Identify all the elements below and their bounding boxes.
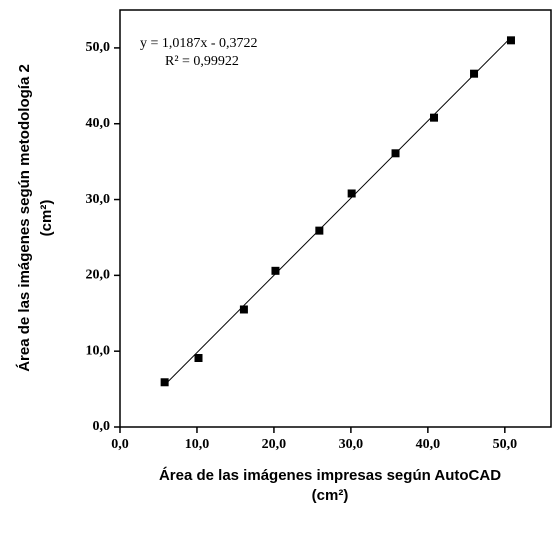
plot-frame	[119, 9, 552, 428]
y-tick-label: 10,0	[86, 343, 111, 358]
x-axis-title: Área de las imágenes impresas según Auto…	[159, 467, 501, 484]
x-tick-label: 50,0	[493, 437, 518, 452]
data-point	[391, 149, 400, 158]
y-tick-label: 20,0	[86, 268, 111, 283]
x-tick-label: 30,0	[339, 437, 364, 452]
data-point	[430, 113, 439, 122]
y-tick-label: 30,0	[86, 192, 111, 207]
data-point	[160, 378, 169, 387]
trend-r2: R² = 0,99922	[165, 54, 239, 69]
data-point	[271, 266, 280, 275]
y-axis-title: (cm²)	[38, 200, 55, 237]
y-tick-label: 50,0	[86, 40, 111, 55]
trendline	[164, 37, 512, 386]
y-axis-title: Área de las imágenes según metodología 2	[16, 64, 33, 372]
trend-equation: y = 1,0187x - 0,3722	[140, 36, 258, 51]
data-point	[506, 36, 515, 45]
x-tick-label: 40,0	[416, 437, 441, 452]
data-point	[470, 69, 479, 78]
y-tick-label: 40,0	[86, 116, 111, 131]
x-tick-label: 10,0	[185, 437, 210, 452]
y-tick-label: 0,0	[93, 419, 111, 434]
x-axis-title: (cm²)	[312, 487, 349, 504]
data-point	[315, 226, 324, 235]
data-point	[239, 305, 248, 314]
x-tick-label: 0,0	[111, 437, 129, 452]
data-point	[194, 354, 203, 363]
data-point	[347, 189, 356, 198]
x-tick-label: 20,0	[262, 437, 287, 452]
